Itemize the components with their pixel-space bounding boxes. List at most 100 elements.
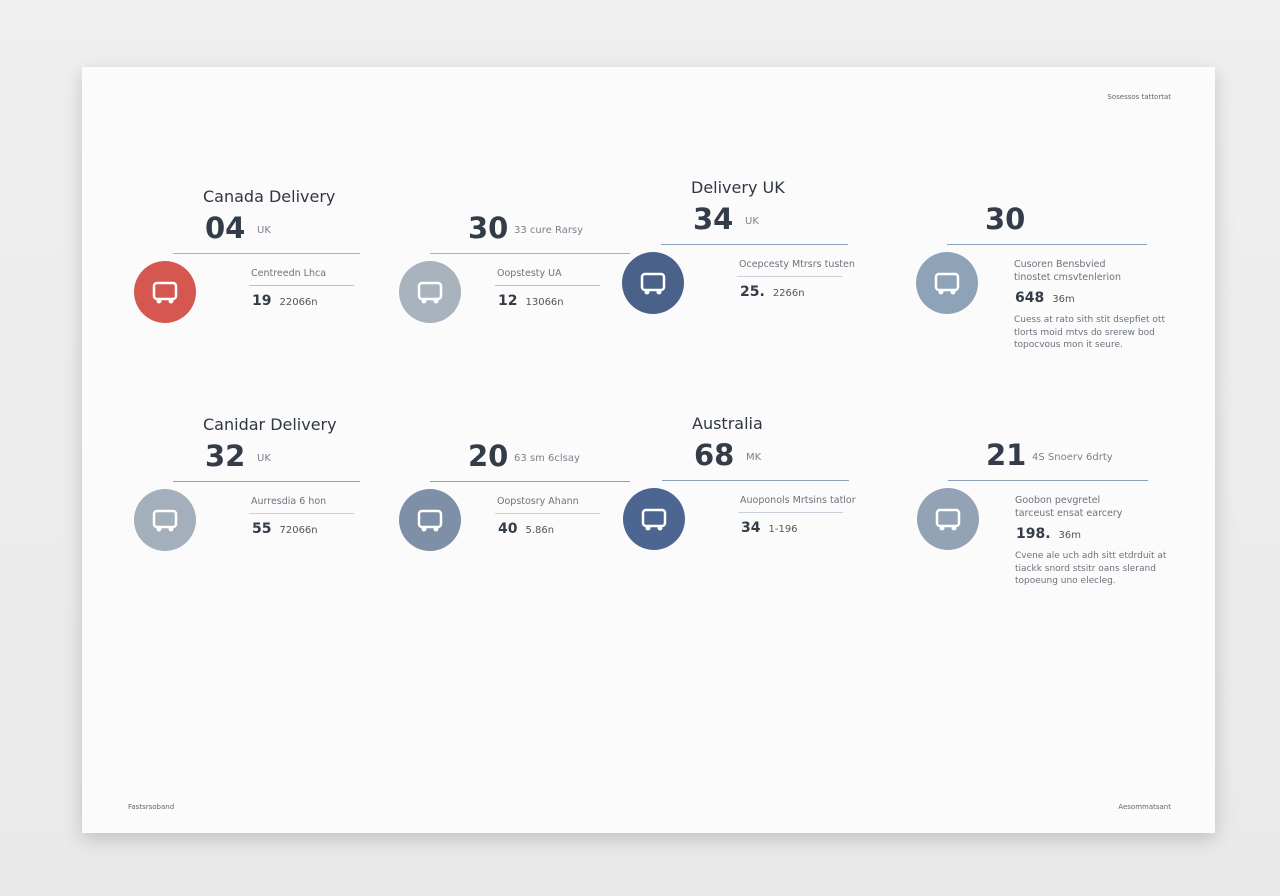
icon-wheel — [939, 525, 945, 531]
icon-body — [417, 509, 443, 529]
icon — [417, 509, 443, 532]
stat-unit: MK — [746, 452, 762, 463]
icon-wheel — [433, 526, 439, 532]
stat-detail: 19 22066n — [252, 293, 318, 309]
stat-unit: 33 cure Rarsy — [514, 225, 584, 236]
stat-label: Goobon pevgretel tarceust ensat earcery — [1015, 495, 1123, 519]
stat-detail: 25. 2266n — [740, 284, 805, 300]
icon-body — [152, 281, 178, 301]
stat-value: 32 — [205, 439, 246, 473]
panel-title: Canada Delivery — [203, 187, 336, 206]
circle-icon — [917, 488, 979, 550]
stat-value: 21 — [986, 438, 1027, 472]
label-rule — [738, 512, 843, 513]
icon-wheel — [657, 525, 663, 531]
panel-title: Canidar Delivery — [203, 415, 337, 434]
stat-unit: 63 sm 6clsay — [514, 453, 580, 464]
circle-icon — [399, 489, 461, 551]
stat-value: 04 — [205, 211, 246, 245]
circle-icon — [134, 261, 196, 323]
circle-icon — [399, 261, 461, 323]
stat-detail-unit: 72066n — [279, 525, 318, 536]
icon-wheel — [421, 298, 427, 304]
stat-detail-unit: 22066n — [279, 297, 318, 308]
icon-wheel — [156, 298, 162, 304]
icon — [417, 281, 443, 304]
icon-body — [641, 508, 667, 528]
stat-detail: 40 5.86n — [498, 521, 555, 537]
label-rule — [737, 276, 842, 277]
icon — [934, 272, 960, 295]
divider — [947, 244, 1147, 245]
icon-body — [152, 509, 178, 529]
icon-wheel — [951, 525, 957, 531]
stat-detail-unit: 1-196 — [768, 524, 798, 535]
icon — [152, 509, 178, 532]
header-note: Sosessos tattortat — [1107, 93, 1171, 101]
icon-body — [417, 281, 443, 301]
stat-detail-unit: 5.86n — [525, 525, 555, 536]
stat-value: 30 — [468, 211, 509, 245]
stat-unit: UK — [257, 225, 271, 236]
label-rule — [495, 285, 600, 286]
divider — [173, 253, 360, 254]
icon — [152, 281, 178, 304]
stat-label: Auoponols Mrtsins tatlor — [740, 495, 856, 506]
stat-value: 34 — [693, 202, 734, 236]
divider — [662, 480, 849, 481]
icon-wheel — [644, 289, 650, 295]
stat-detail-unit: 13066n — [525, 297, 564, 308]
icon-wheel — [938, 289, 944, 295]
circle-icon — [134, 489, 196, 551]
divider — [661, 244, 848, 245]
circle-icon — [916, 252, 978, 314]
divider — [430, 481, 630, 482]
icon — [640, 272, 666, 295]
icon-wheel — [433, 298, 439, 304]
stat-value: 68 — [694, 438, 735, 472]
stat-detail: 34 1-196 — [741, 520, 798, 536]
icon-body — [640, 272, 666, 292]
circle-icon — [622, 252, 684, 314]
label-rule — [249, 285, 354, 286]
footer-left: Fastsrsoband — [128, 803, 175, 811]
icon-wheel — [656, 289, 662, 295]
footer-right: Aesommatsant — [1118, 803, 1171, 811]
divider — [430, 253, 630, 254]
icon — [935, 508, 961, 531]
stat-detail-unit: 36m — [1052, 294, 1075, 305]
stat-unit: 4S Snoerv 6drty — [1032, 452, 1113, 463]
stat-label: Cusoren Bensbvied tinostet cmsvtenlerion — [1014, 259, 1121, 283]
stat-detail-unit: 36m — [1058, 530, 1082, 541]
icon-wheel — [156, 526, 162, 532]
stat-detail: 198. 36m — [1016, 526, 1082, 542]
stat-description: Cvene ale uch adh sitt etdrduit at tiack… — [1015, 551, 1167, 586]
circle-icon — [623, 488, 685, 550]
stat-unit: UK — [257, 453, 271, 464]
icon-body — [935, 508, 961, 528]
icon-wheel — [168, 526, 174, 532]
card: Sosessos tattortat Fastsrsoband Aesommat… — [82, 67, 1215, 833]
stat-value: 30 — [985, 202, 1026, 236]
divider — [173, 481, 360, 482]
icon-wheel — [168, 298, 174, 304]
stat-label: Centreedn Lhca — [251, 268, 327, 279]
icon-body — [934, 272, 960, 292]
stat-label: Oopstosry Ahann — [497, 496, 579, 507]
stat-value: 20 — [468, 439, 509, 473]
icon-wheel — [950, 289, 956, 295]
stat-label: Aurresdia 6 hon — [251, 496, 327, 507]
icon — [641, 508, 667, 531]
stat-label: Ocepcesty Mtrsrs tusten — [739, 259, 855, 270]
stat-detail: 55 72066n — [252, 521, 318, 537]
icon-wheel — [421, 526, 427, 532]
stat-detail: 12 13066n — [498, 293, 564, 309]
icon-wheel — [645, 525, 651, 531]
panel-title: Delivery UK — [691, 178, 785, 197]
panel-title: Australia — [692, 414, 763, 433]
stat-description: Cuess at rato sith stit dsepfiet ott tlo… — [1014, 315, 1165, 350]
divider — [948, 480, 1148, 481]
label-rule — [249, 513, 354, 514]
stat-detail: 648 36m — [1015, 290, 1075, 306]
